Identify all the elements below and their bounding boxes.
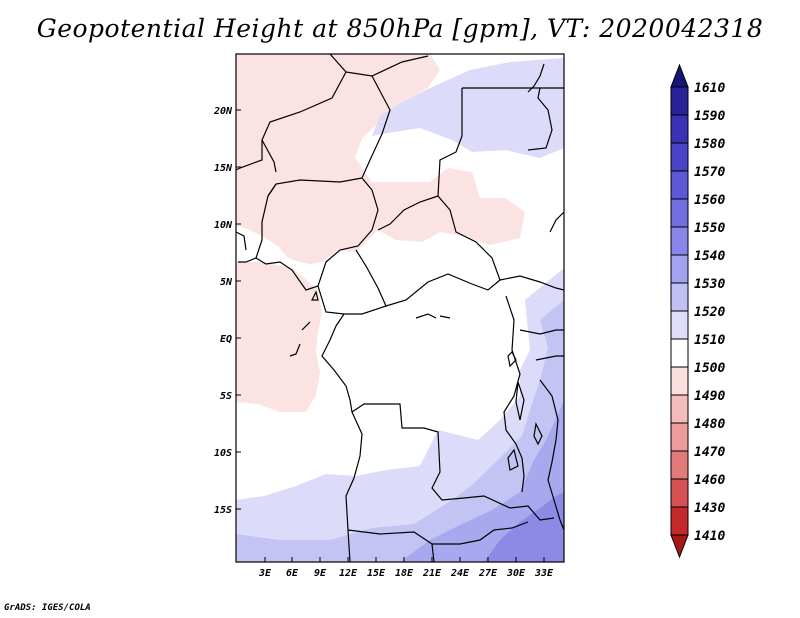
colorbar-swatch [670,142,689,172]
border-line [267,183,277,197]
border-line [289,343,301,357]
border-line [321,325,555,521]
border-line [535,355,564,361]
colorbar-level-label: 1560 [694,193,725,208]
colorbar-swatch [670,114,689,144]
lake-line [515,381,525,421]
colorbar-swatch [670,86,689,116]
lake-line [311,290,319,301]
lake-line [439,315,451,319]
lon-tick-label: 21E [422,568,442,579]
lon-tick-label: 24E [450,568,470,579]
lon-tick-label: 12E [339,568,358,579]
colorbar-swatch [670,422,689,452]
colorbar-swatch [670,366,689,396]
colorbar-level-label: 1530 [694,277,725,292]
colorbar-level-label: 1460 [694,473,725,488]
lake-line [533,422,543,446]
colorbar-level-label: 1580 [694,137,725,152]
map-frame [235,53,565,563]
lat-tick-label: 5S [220,391,232,402]
colorbar-swatch [670,394,689,424]
lon-tick-label: 9E [314,568,327,579]
colorbar-swatch [670,226,689,256]
border-line [503,295,525,493]
colorbar-level-label: 1570 [694,165,725,180]
border-line [377,195,439,231]
colorbar-swatch [670,338,689,368]
colorbar-level-label: 1550 [694,221,725,236]
lat-tick-label: 5N [220,277,233,288]
colorbar-swatch [670,63,689,88]
colorbar-level-label: 1430 [694,501,725,516]
lake-line [415,313,437,319]
grads-credit: GrADS: IGES/COLA [4,603,91,613]
lat-tick-label: 15S [214,505,232,516]
border-line [347,529,435,562]
border-line [527,87,553,151]
border-line [345,55,429,77]
colorbar-swatch [670,478,689,508]
colorbar-swatch [670,282,689,312]
latitude-axis: 20N 15N 10N 5N EQ 5S 10S 15S [213,106,241,516]
colorbar: 1610 1590 1580 1570 1560 1550 1540 1530 1520 1510… [670,63,725,559]
border-line [549,211,564,233]
border-line [261,139,277,173]
border-line [527,63,545,93]
longitude-axis: 3E 6E 9E 12E 15E 18E 21E 24E 27E 30E 33E [258,557,554,579]
field-lavender-northeast [372,58,564,158]
colorbar-level-label: 1540 [694,249,725,264]
colorbar-level-label: 1490 [694,389,725,404]
lat-tick-label: 10S [214,448,232,459]
lat-tick-label: 10N [214,220,233,231]
lake-line [507,448,519,471]
colorbar-swatch [670,450,689,480]
border-line [317,285,345,315]
map-title: Geopotential Height at 850hPa [gpm], VT:… [36,14,764,43]
border-line [432,521,529,545]
border-line [499,275,564,291]
lon-tick-label: 3E [258,568,272,579]
border-line [236,231,247,251]
colorbar-swatch [670,170,689,200]
colorbar-level-label: 1510 [694,333,725,348]
field-pink-north [236,54,525,264]
lon-tick-label: 15E [367,568,386,579]
border-line [519,329,564,335]
lon-tick-label: 30E [506,568,526,579]
colorbar-level-label: 1500 [694,361,725,376]
lat-tick-label: EQ [220,334,232,345]
colorbar-level-label: 1590 [694,109,725,124]
colorbar-level-label: 1520 [694,305,725,320]
lon-tick-label: 18E [395,568,414,579]
border-line [539,379,564,531]
border-line [236,54,347,171]
lake-line [507,350,517,368]
field-darkblue-southeast [484,492,564,562]
lon-tick-label: 27E [478,568,498,579]
lat-tick-label: 20N [213,106,233,117]
country-borders [236,54,564,562]
colorbar-level-label: 1470 [694,445,725,460]
border-line [335,305,387,327]
lon-tick-label: 33E [534,568,554,579]
border-line [238,75,391,291]
colorbar-swatch [670,506,689,536]
colorbar-swatch [670,254,689,284]
border-line [301,321,311,331]
colorbar-swatch [670,534,689,559]
colorbar-level-label: 1480 [694,417,725,432]
height-field-shading [236,54,564,562]
colorbar-level-label: 1410 [694,529,725,544]
field-pink-west [236,262,322,412]
colorbar-swatch [670,198,689,228]
colorbar-level-label: 1610 [694,81,725,96]
lat-tick-label: 15N [214,163,233,174]
colorbar-swatch [670,310,689,340]
lon-tick-label: 6E [286,568,299,579]
